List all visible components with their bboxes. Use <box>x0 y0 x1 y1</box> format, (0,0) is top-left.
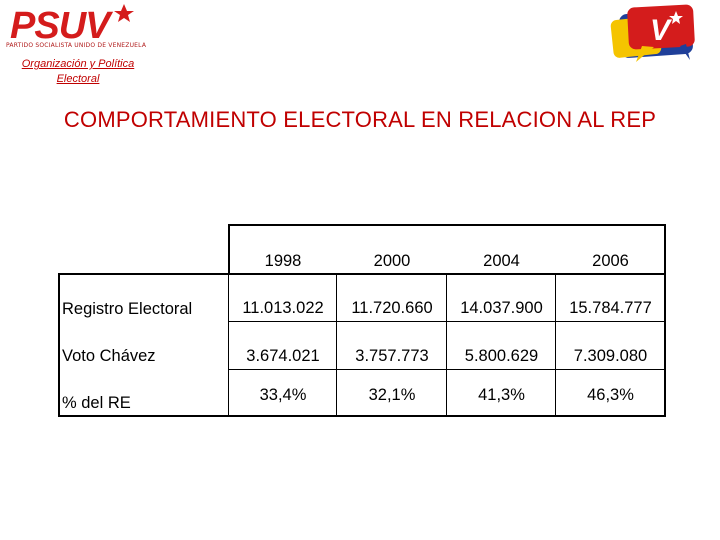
row-label-porcentaje: % del RE <box>62 394 131 412</box>
row-label-voto: Voto Chávez <box>62 347 156 365</box>
column-divider <box>336 273 337 416</box>
year-header-1998: 1998 <box>264 252 302 270</box>
year-header-2000: 2000 <box>373 252 411 270</box>
table-header-divider <box>58 273 665 275</box>
department-line-2: Electoral <box>56 73 100 85</box>
column-divider <box>446 273 447 416</box>
table-cell: 32,1% <box>368 386 416 404</box>
table-top-border <box>228 224 665 226</box>
table-cell: 33,4% <box>259 386 307 404</box>
electoral-table: 1998 2000 2004 2006 Registro Electoral 1… <box>58 224 666 417</box>
department-label: Organización y Política Electoral <box>8 57 148 87</box>
table-header-left-border <box>228 224 230 274</box>
psuv-logo-wordmark: PSUV <box>10 5 113 46</box>
row-label-registro: Registro Electoral <box>62 300 193 318</box>
department-line-1: Organización y Política <box>21 58 135 70</box>
table-left-border <box>58 273 60 416</box>
label-column-divider <box>228 273 229 416</box>
row-divider <box>228 369 665 370</box>
star-icon <box>114 4 134 22</box>
table-cell: 5.800.629 <box>464 347 539 365</box>
table-cell: 3.674.021 <box>246 347 320 365</box>
table-cell: 14.037.900 <box>460 299 543 317</box>
table-cell: 41,3% <box>478 386 525 404</box>
corner-logo-letter: V <box>650 14 673 47</box>
logo-subtitle: PARTIDO SOCIALISTA UNIDO DE VENEZUELA <box>6 42 147 49</box>
psuv-logo-graphic: PSUV <box>10 4 134 47</box>
table-bottom-border <box>58 415 665 417</box>
year-header-2004: 2004 <box>483 252 520 270</box>
column-divider <box>555 273 556 416</box>
speech-bubble-logo-icon: V <box>610 4 695 62</box>
table-right-border <box>664 224 666 417</box>
table-cell: 15.784.777 <box>569 299 652 317</box>
psuv-logo: PSUV <box>6 2 166 52</box>
page-title: COMPORTAMIENTO ELECTORAL EN RELACION AL … <box>63 107 657 132</box>
row-divider <box>228 321 665 322</box>
table-cell: 46,3% <box>587 386 634 404</box>
year-header-2006: 2006 <box>592 252 629 270</box>
table-cell: 11.013.022 <box>242 299 324 317</box>
table-cell: 11.720.660 <box>351 299 433 317</box>
table-cell: 3.757.773 <box>355 347 429 365</box>
table-cell: 7.309.080 <box>573 347 648 365</box>
